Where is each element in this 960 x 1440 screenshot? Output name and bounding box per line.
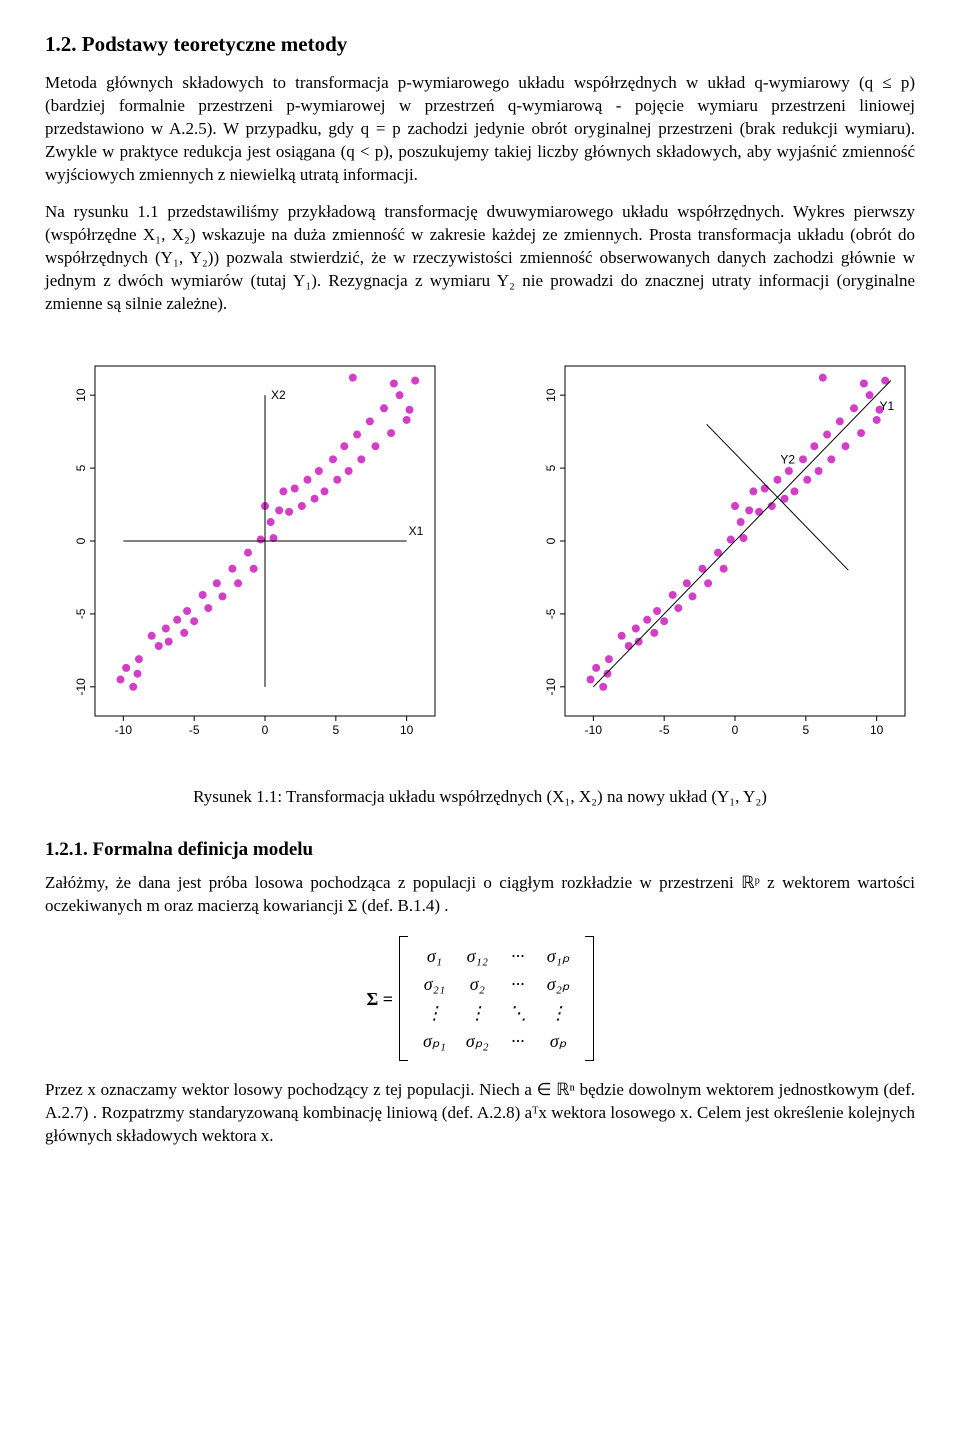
matrix-cell: σ₂ₚ — [537, 970, 580, 998]
figure-caption: Rysunek 1.1: Transformacja układu współr… — [45, 786, 915, 809]
matrix-cell: ⋮ — [413, 999, 456, 1027]
svg-text:10: 10 — [870, 723, 884, 737]
matrix-cell: ··· — [499, 1027, 537, 1055]
figure-row: -10 -5 0 5 10 -10 -5 0 5 10 X1 X2 -10 -5 0 5 10 -10 -5 0 5 1… — [45, 356, 915, 756]
section-heading: 1.2. Podstawy teoretyczne metody — [45, 30, 915, 58]
section-number: 1.2. — [45, 32, 77, 56]
matrix-cell: ··· — [499, 970, 537, 998]
svg-text:10: 10 — [400, 723, 414, 737]
matrix-cell: ⋱ — [499, 999, 537, 1027]
svg-text:5: 5 — [74, 464, 88, 471]
matrix-cell: ⋮ — [537, 999, 580, 1027]
svg-text:10: 10 — [544, 388, 558, 402]
svg-text:Y2: Y2 — [780, 452, 795, 466]
paragraph-4: Przez x oznaczamy wektor losowy pochodzą… — [45, 1079, 915, 1148]
svg-text:-5: -5 — [659, 723, 670, 737]
svg-text:0: 0 — [732, 723, 739, 737]
svg-text:0: 0 — [74, 537, 88, 544]
matrix-cell: σ₁₂ — [456, 942, 499, 970]
matrix-lhs: Σ = — [366, 987, 393, 1011]
svg-text:X2: X2 — [271, 388, 286, 402]
matrix-cell: σ₂₁ — [413, 970, 456, 998]
matrix-cell: σₚ₂ — [456, 1027, 499, 1055]
matrix-cell: ··· — [499, 942, 537, 970]
scatter-left: -10 -5 0 5 10 -10 -5 0 5 10 X1 X2 — [45, 356, 445, 756]
matrix-cell: σ₁ₚ — [537, 942, 580, 970]
svg-text:5: 5 — [332, 723, 339, 737]
section-title: Podstawy teoretyczne metody — [82, 32, 348, 56]
svg-text:-10: -10 — [74, 678, 88, 696]
matrix-cell: ⋮ — [456, 999, 499, 1027]
matrix-body: σ₁σ₁₂···σ₁ₚσ₂₁σ₂···σ₂ₚ⋮⋮⋱⋮σₚ₁σₚ₂···σₚ — [399, 936, 594, 1061]
paragraph-1: Metoda głównych składowych to transforma… — [45, 72, 915, 187]
matrix-cell: σₚ — [537, 1027, 580, 1055]
svg-text:Y1: Y1 — [880, 398, 895, 412]
svg-text:0: 0 — [262, 723, 269, 737]
svg-text:-10: -10 — [585, 723, 603, 737]
matrix-cell: σ₂ — [456, 970, 499, 998]
svg-text:-10: -10 — [544, 678, 558, 696]
svg-text:-5: -5 — [544, 608, 558, 619]
svg-text:10: 10 — [74, 388, 88, 402]
svg-text:-5: -5 — [189, 723, 200, 737]
scatter-right: -10 -5 0 5 10 -10 -5 0 5 10 Y1 Y2 — [515, 356, 915, 756]
matrix-equation: Σ = σ₁σ₁₂···σ₁ₚσ₂₁σ₂···σ₂ₚ⋮⋮⋱⋮σₚ₁σₚ₂···σ… — [45, 936, 915, 1061]
svg-text:-5: -5 — [74, 608, 88, 619]
svg-text:X1: X1 — [409, 524, 424, 538]
paragraph-3: Załóżmy, że dana jest próba losowa pocho… — [45, 872, 915, 918]
subsection-heading: 1.2.1. Formalna definicja modelu — [45, 837, 915, 863]
svg-text:5: 5 — [802, 723, 809, 737]
matrix-cell: σₚ₁ — [413, 1027, 456, 1055]
paragraph-2: Na rysunku 1.1 przedstawiliśmy przykłado… — [45, 201, 915, 316]
subsection-title: Formalna definicja modelu — [93, 839, 314, 860]
svg-text:-10: -10 — [115, 723, 133, 737]
subsection-number: 1.2.1. — [45, 839, 88, 860]
matrix-cell: σ₁ — [413, 942, 456, 970]
svg-text:0: 0 — [544, 537, 558, 544]
svg-text:5: 5 — [544, 464, 558, 471]
